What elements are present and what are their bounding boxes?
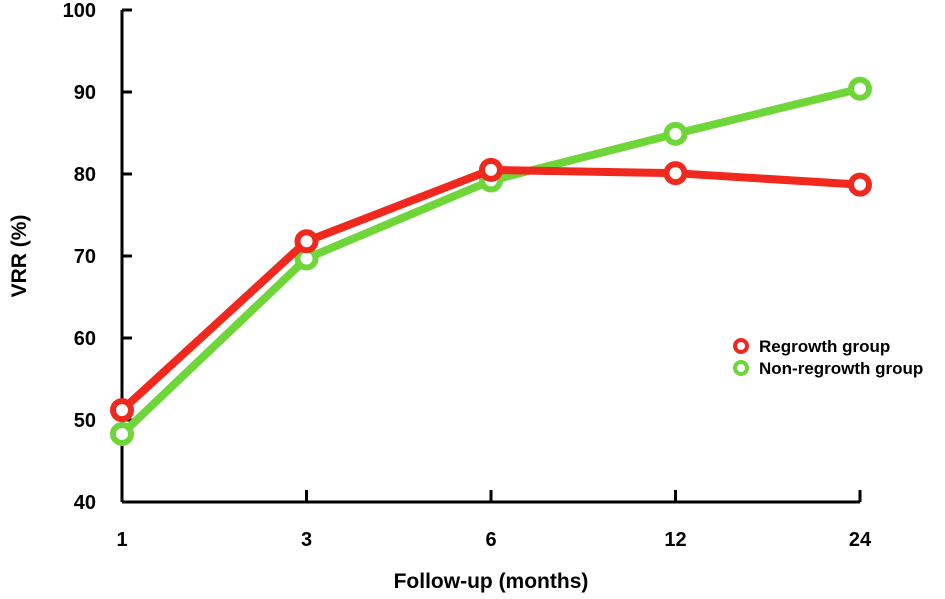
x-tick-label: 3 (301, 529, 312, 551)
legend-marker (733, 360, 749, 376)
x-tick-label: 6 (485, 529, 496, 551)
legend-marker (733, 338, 749, 354)
x-tick-label: 24 (849, 529, 872, 551)
data-point (479, 157, 503, 182)
series (110, 157, 872, 423)
x-ticks: 1 3 6 12 24 (116, 490, 872, 551)
axes (120, 10, 860, 504)
legend-label: Non-regrowth group (759, 359, 923, 378)
data-point (294, 229, 319, 254)
legend-label: Regrowth group (759, 337, 890, 356)
y-tick-label: 90 (74, 82, 96, 104)
y-tick-label: 50 (74, 410, 96, 432)
legend: Regrowth group Non-regrowth group (733, 337, 923, 378)
data-point (848, 76, 872, 101)
x-tick-label: 1 (116, 529, 127, 551)
y-tick-label: 60 (74, 328, 96, 350)
data-point (848, 172, 872, 197)
data-point (110, 421, 134, 446)
x-axis-title: Follow-up (months) (394, 570, 589, 593)
series-line (118, 165, 864, 415)
series-line (118, 84, 864, 438)
y-tick-label: 80 (74, 164, 96, 186)
x-tick-label: 12 (664, 529, 686, 551)
series (110, 76, 872, 446)
y-tick-label: 40 (74, 492, 96, 514)
y-tick-label: 100 (63, 0, 96, 22)
data-point (663, 121, 688, 146)
y-axis-title: VRR (%) (8, 215, 31, 298)
series-layer (110, 76, 872, 446)
y-tick-label: 70 (74, 246, 96, 268)
data-point (110, 398, 134, 423)
data-point (663, 161, 688, 186)
